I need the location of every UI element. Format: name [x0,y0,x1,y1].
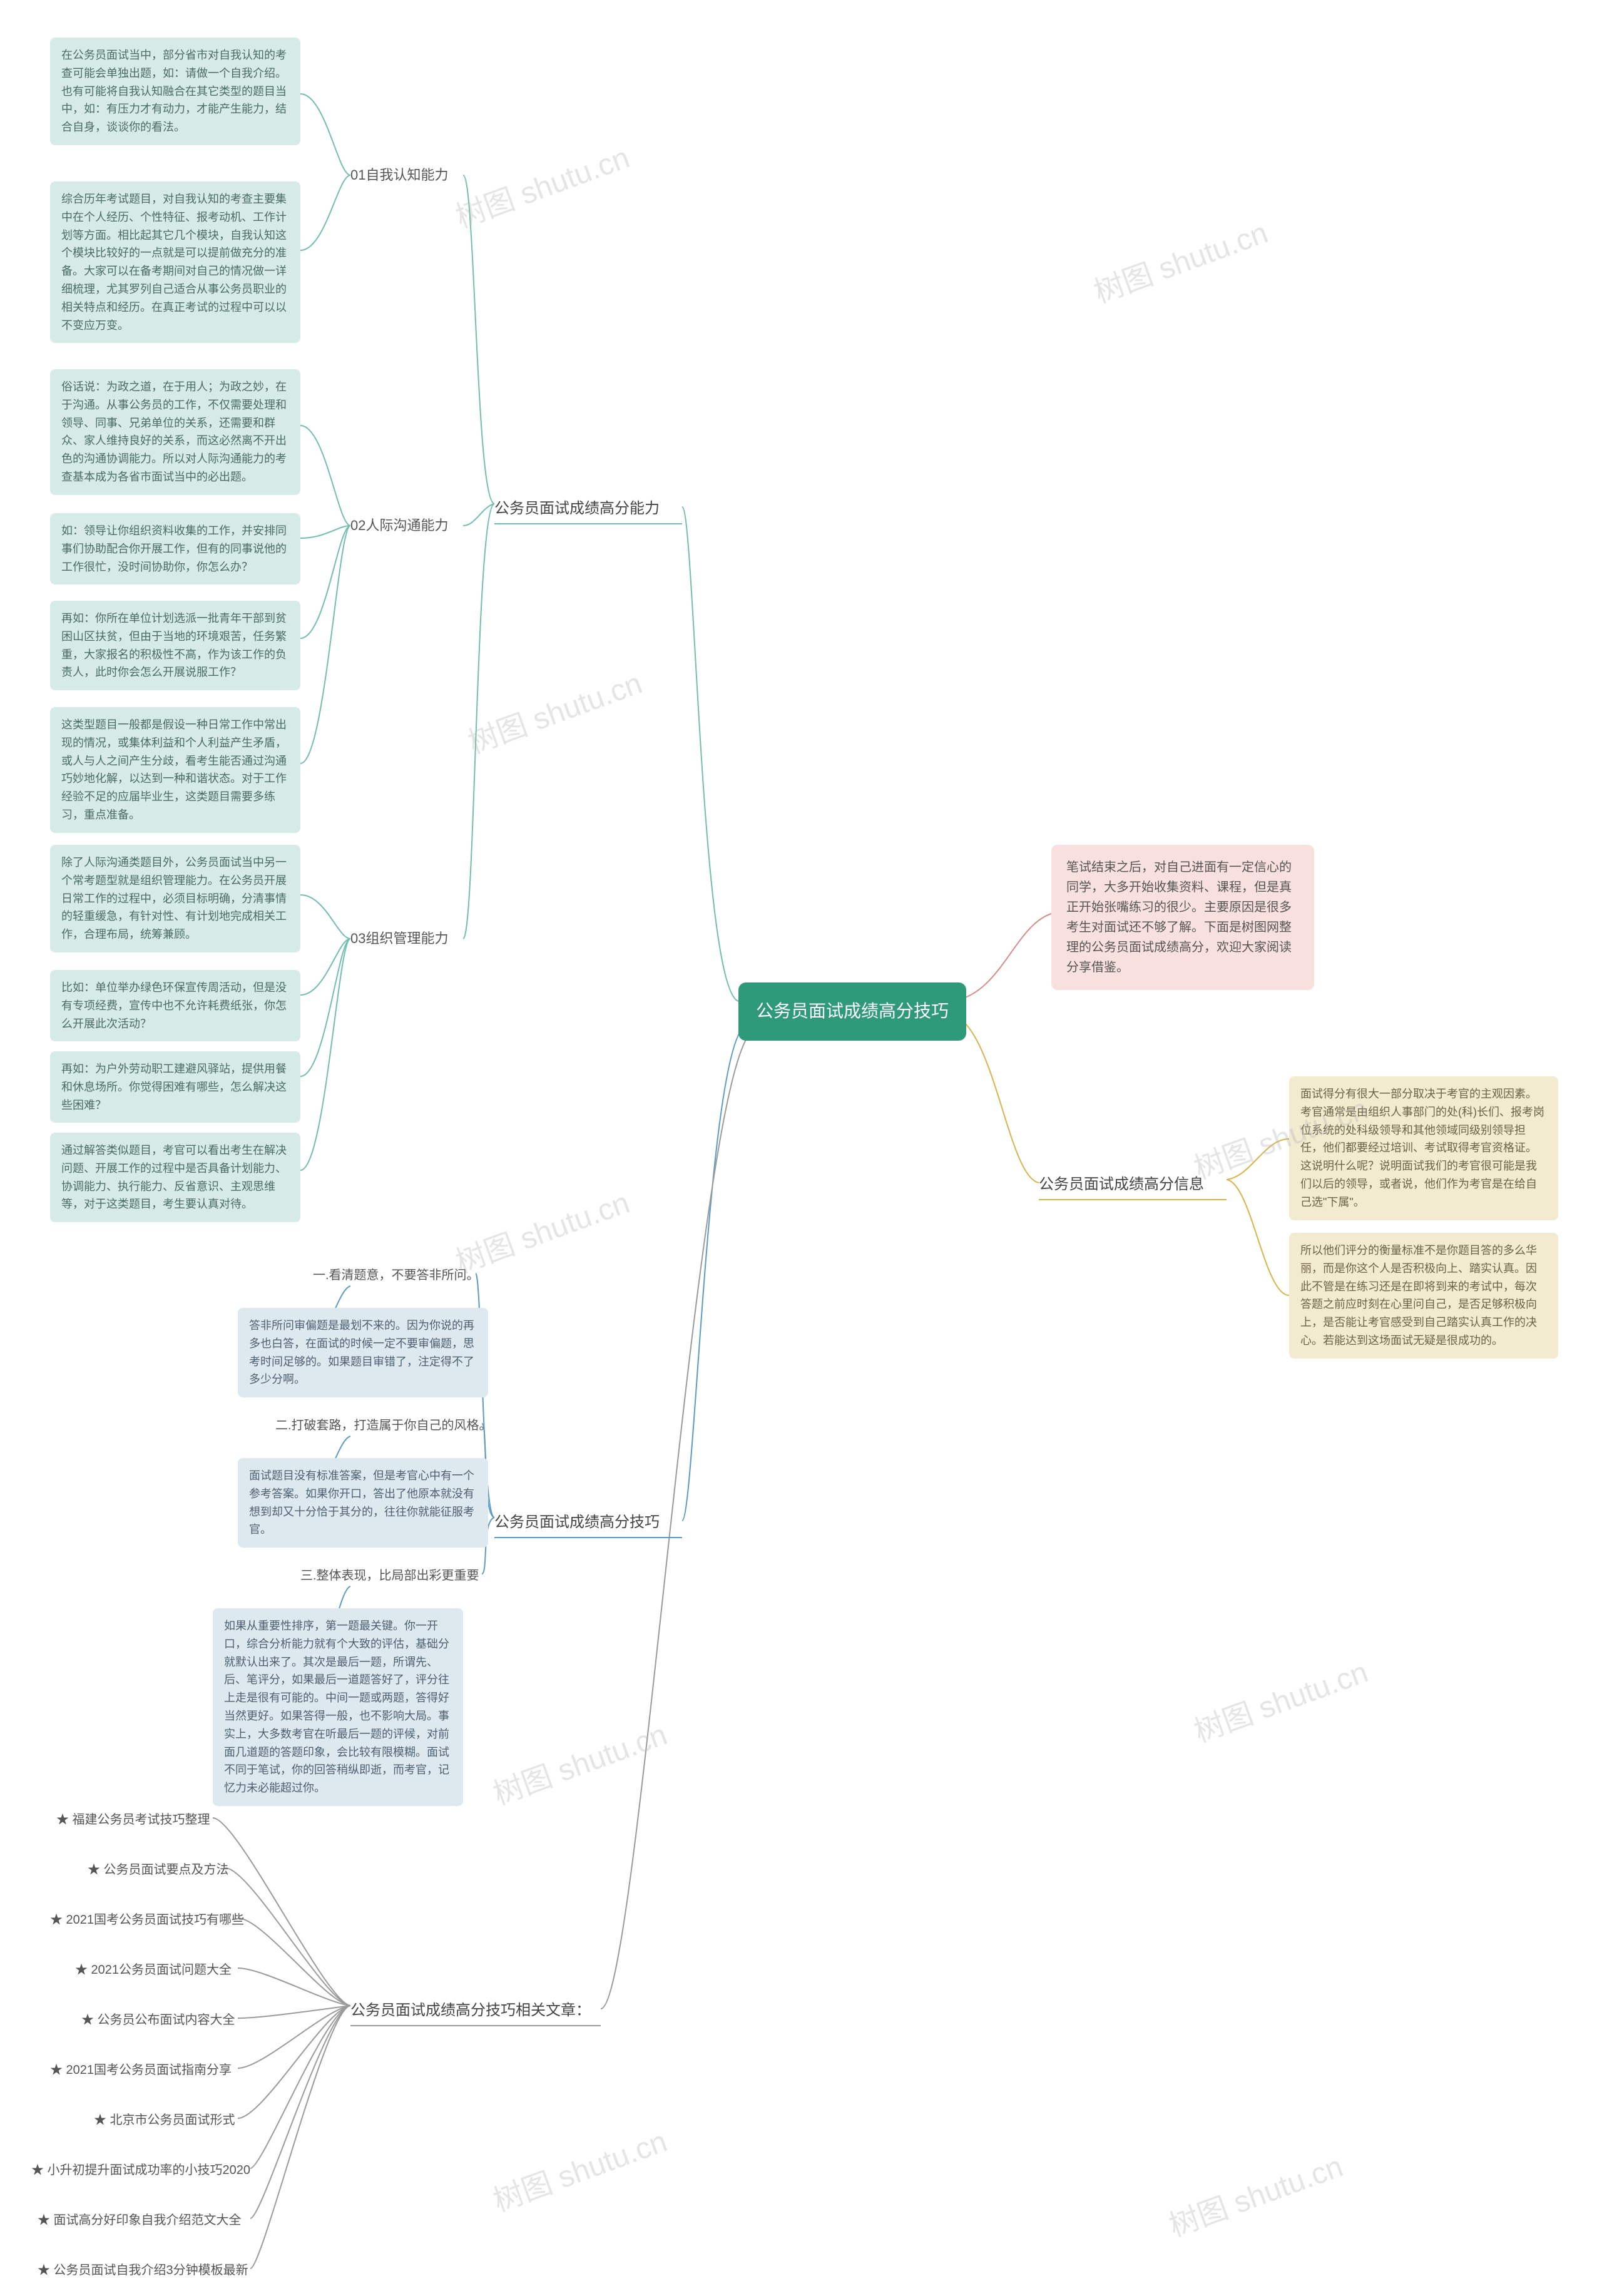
intro-card: 笔试结束之后，对自己进面有一定信心的同学，大多开始收集资料、课程，但是真正开始张… [1051,845,1314,990]
edge-s3_l1 [300,895,350,939]
ability-sub-3: 03组织管理能力 [350,926,463,951]
tip-card-3: 如果从重要性排序，第一题最关键。你一开口，综合分析能力就有个大致的评估，基础分就… [213,1608,463,1806]
watermark: 树图 shutu.cn [449,133,635,236]
watermark: 树图 shutu.cn [461,658,647,762]
ability-3-leaf-3: 再如：为户外劳动职工建避风驿站，提供用餐和休息场所。你觉得困难有哪些，怎么解决这… [50,1051,300,1123]
branch-tips: 公务员面试成绩高分技巧 [494,1508,682,1538]
branch-articles: 公务员面试成绩高分技巧相关文章： [350,1996,601,2026]
edge-art_4 [238,2006,350,2018]
edge-root_to_info [951,1014,1039,1183]
edge-s1_l1 [300,94,350,175]
tip-heading-3: 三.整体表现，比局部出彩更重要 [300,1564,479,1587]
edge-art_5 [238,2006,350,2068]
edge-ability_to_s3 [463,504,494,939]
edge-art_1 [225,1868,350,2006]
watermark: 树图 shutu.cn [1087,208,1273,311]
edge-s2_l3 [300,526,350,638]
edge-art_2 [238,1918,350,2006]
ability-3-leaf-2: 比如：单位举办绿色环保宣传周活动，但是没有专项经费，宣传中也不允许耗费纸张，你怎… [50,970,300,1041]
tip-heading-1: 一.看清题意，不要答非所问。 [313,1264,479,1287]
tip-heading-2: 二.打破套路，打造属于你自己的风格。 [275,1414,492,1437]
edge-s3_l2 [300,939,350,995]
article-item-2: ★ 2021国考公务员面试技巧有哪些 [50,1909,244,1931]
article-item-3: ★ 2021公务员面试问题大全 [75,1959,232,1981]
watermark: 树图 shutu.cn [486,1710,672,1813]
edge-art_7 [250,2006,350,2168]
edge-s2_l4 [300,526,350,763]
edge-info_l2 [1227,1180,1289,1295]
edge-ability_to_s2 [463,504,494,526]
edge-s2_l1 [300,426,350,526]
article-item-5: ★ 2021国考公务员面试指南分享 [50,2059,232,2081]
root-node: 公务员面试成绩高分技巧 [738,982,966,1041]
tip-card-1: 答非所问审偏题是最划不来的。因为你说的再多也白答，在面试的时候一定不要审偏题，思… [238,1308,488,1397]
edge-art_8 [250,2006,350,2218]
ability-3-leaf-1: 除了人际沟通类题目外，公务员面试当中另一个常考题型就是组织管理能力。在公务员开展… [50,845,300,952]
watermark: 树图 shutu.cn [1187,1647,1373,1750]
ability-1-leaf-1: 在公务员面试当中，部分省市对自我认知的考查可能会单独出题，如：请做一个自我介绍。… [50,38,300,145]
ability-2-leaf-2: 如：领导让你组织资料收集的工作，并安排同事们协助配合你开展工作，但有的同事说他的… [50,513,300,584]
article-item-8: ★ 面试高分好印象自我介绍范文大全 [38,2209,242,2232]
article-item-7: ★ 小升初提升面试成功率的小技巧2020 [31,2159,250,2181]
article-item-4: ★ 公务员公布面试内容大全 [81,2009,235,2031]
edge-s2_l2 [300,526,350,538]
edge-ability_to_s1 [463,175,494,504]
ability-1-leaf-2: 综合历年考试题目，对自我认知的考查主要集中在个人经历、个性特征、报考动机、工作计… [50,181,300,343]
ability-sub-1: 01自我认知能力 [350,163,463,187]
watermark: 树图 shutu.cn [486,2116,672,2220]
branch-info: 公务员面试成绩高分信息 [1039,1170,1227,1200]
tip-card-2: 面试题目没有标准答案，但是考官心中有一个参考答案。如果你开口，答出了他原本就没有… [238,1458,488,1548]
edge-art_3 [238,1968,350,2006]
edge-art_6 [238,2006,350,2118]
ability-sub-2: 02人际沟通能力 [350,513,463,538]
ability-2-leaf-4: 这类型题目一般都是假设一种日常工作中常出现的情况，或集体利益和个人利益产生矛盾，… [50,707,300,833]
edge-info_l1 [1227,1139,1289,1180]
article-item-6: ★ 北京市公务员面试形式 [94,2109,235,2131]
info-leaf-2: 所以他们评分的衡量标准不是你题目答的多么华丽，而是你这个人是否积极向上、踏实认真… [1289,1233,1558,1359]
watermark: 树图 shutu.cn [1162,2141,1348,2245]
article-item-1: ★ 公务员面试要点及方法 [88,1859,229,1881]
branch-ability: 公务员面试成绩高分能力 [494,494,682,524]
edge-root_to_ability [682,507,738,1001]
edge-art_9 [250,2006,350,2268]
ability-2-leaf-1: 俗话说：为政之道，在于用人；为政之妙，在于沟通。从事公务员的工作，不仅需要处理和… [50,369,300,495]
info-leaf-1: 面试得分有很大一部分取决于考官的主观因素。考官通常是由组织人事部门的处(科)长们… [1289,1076,1558,1220]
edge-s3_l3 [300,939,350,1076]
edge-root_to_tips [682,1026,745,1521]
edge-root_to_intro [951,914,1051,1001]
edge-s1_l2 [300,175,350,250]
edge-s3_l4 [300,939,350,1170]
article-item-0: ★ 福建公务员考试技巧整理 [56,1809,210,1831]
ability-3-leaf-4: 通过解答类似题目，考官可以看出考生在解决问题、开展工作的过程中是否具备计划能力、… [50,1133,300,1222]
article-item-9: ★ 公务员面试自我介绍3分钟模板最新 [38,2259,248,2282]
ability-2-leaf-3: 再如：你所在单位计划选派一批青年干部到贫困山区扶贫，但由于当地的环境艰苦，任务繁… [50,601,300,690]
